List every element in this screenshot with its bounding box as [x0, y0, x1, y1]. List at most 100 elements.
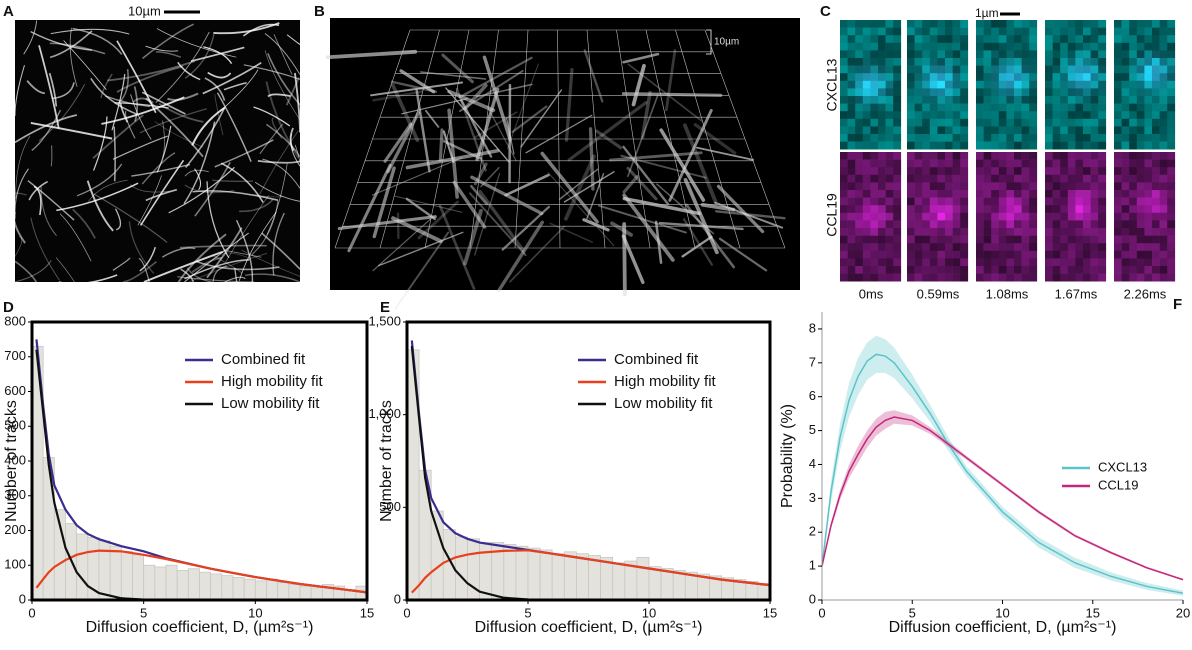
pixel [1159, 65, 1168, 74]
fiber [337, 215, 437, 231]
pixel [976, 73, 984, 82]
pixel [1067, 250, 1076, 259]
pixel [1067, 273, 1076, 282]
fiber [191, 256, 223, 273]
pixel [976, 42, 984, 51]
pixel [929, 111, 938, 120]
pixel [983, 152, 992, 160]
pixel [952, 273, 961, 282]
pixel [1014, 141, 1022, 150]
pixel [914, 42, 923, 51]
pixel [1075, 228, 1084, 236]
pixel [960, 80, 969, 89]
pixel [1090, 42, 1099, 51]
pixel [878, 80, 886, 89]
bar [154, 566, 167, 601]
fiber [132, 97, 154, 104]
fiber [267, 93, 291, 98]
pixel [937, 212, 946, 221]
fiber [220, 162, 264, 203]
fiber [383, 122, 413, 163]
pixel [1029, 65, 1038, 74]
pixel [907, 118, 915, 127]
pixel [885, 134, 894, 142]
panel-label: B [314, 3, 325, 20]
pixel [1152, 58, 1160, 66]
pixel [847, 118, 856, 127]
pixel [983, 126, 992, 135]
fiber [128, 221, 155, 274]
pixel [1045, 174, 1053, 183]
pixel [1083, 235, 1091, 244]
pixel [929, 167, 938, 176]
fiber [267, 53, 301, 106]
fiber [214, 94, 224, 136]
pixel [1098, 273, 1107, 282]
pixel [1014, 190, 1022, 198]
pixel [1075, 126, 1084, 135]
pixel [1083, 42, 1091, 51]
pixel [976, 50, 984, 59]
pixel [1052, 182, 1061, 191]
pixel [862, 273, 871, 282]
pixel [1021, 118, 1030, 127]
pixel [1029, 197, 1038, 206]
grid-3d [616, 29, 651, 249]
pixel [885, 118, 894, 127]
pixel [1067, 80, 1076, 89]
pixel [1098, 141, 1107, 150]
pixel [1006, 80, 1015, 89]
pixel [1152, 266, 1160, 274]
fiber [372, 166, 396, 239]
pixel [1159, 80, 1168, 89]
y-tick-label: 3 [809, 490, 816, 505]
pixel [1167, 273, 1176, 282]
pixel [907, 88, 915, 97]
pixel [1152, 73, 1160, 82]
pixel [952, 58, 961, 66]
pixel [878, 96, 886, 104]
pixel [870, 111, 879, 120]
pixel [1121, 96, 1130, 104]
pixel [855, 235, 864, 244]
pixel [1021, 20, 1030, 28]
pixel [1060, 197, 1069, 206]
pixel [840, 96, 848, 104]
fiber [207, 71, 232, 79]
legend-label: CXCL13 [1098, 459, 1147, 474]
pixel [870, 27, 879, 36]
fiber [425, 109, 440, 128]
pixel [991, 141, 1000, 150]
pixel [862, 103, 871, 112]
pixel [952, 88, 961, 97]
pixel [840, 58, 848, 66]
pixel [983, 20, 992, 28]
pixel [976, 174, 984, 183]
pixel [1152, 126, 1160, 135]
pixel [1136, 258, 1145, 267]
pixel [1029, 243, 1038, 252]
pixel [893, 20, 902, 28]
pixel [1045, 228, 1053, 236]
pixel [1167, 96, 1176, 104]
pixel [1067, 118, 1076, 127]
pixel [878, 58, 886, 66]
fiber [506, 63, 539, 150]
pixel [1014, 20, 1022, 28]
pixel [862, 197, 871, 206]
pixel [976, 228, 984, 236]
pixel [937, 80, 946, 89]
pixel [922, 58, 931, 66]
pixel [1159, 88, 1168, 97]
pixel [952, 228, 961, 236]
pixel [1090, 152, 1099, 160]
pixel [937, 35, 946, 44]
pixel [937, 152, 946, 160]
pixel [976, 20, 984, 28]
fiber [111, 73, 126, 131]
pixel [878, 88, 886, 97]
fiber [112, 257, 131, 271]
pixel [1006, 134, 1015, 142]
fiber [272, 212, 285, 276]
pixel [870, 266, 879, 274]
